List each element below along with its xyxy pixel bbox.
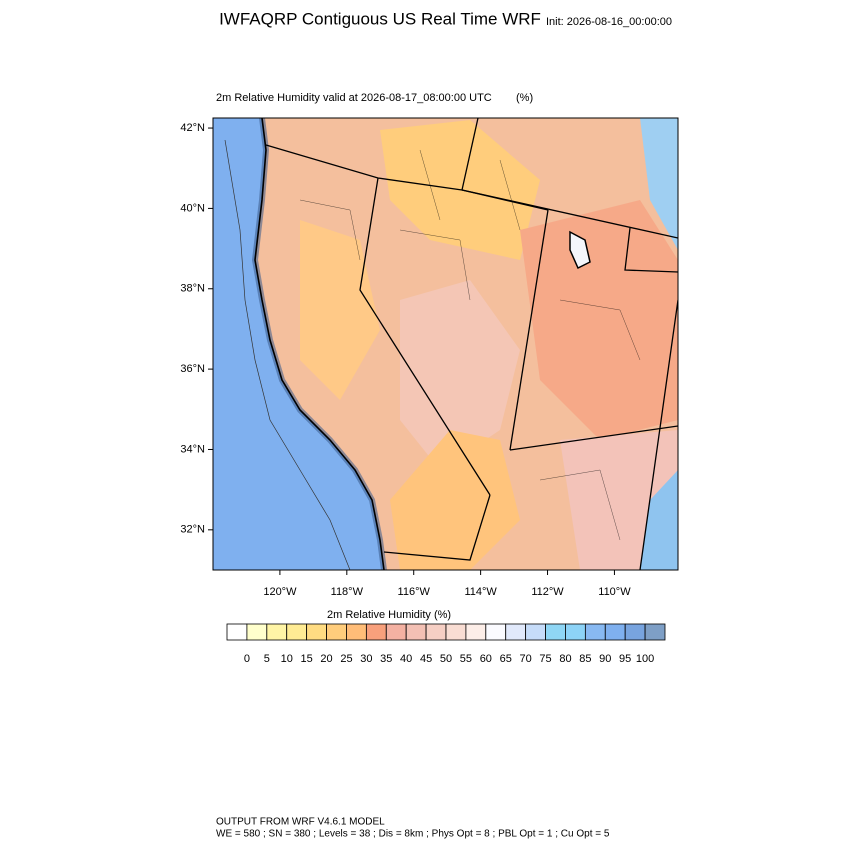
colorbar-label: 55	[460, 653, 472, 665]
great-salt-lake	[569, 230, 591, 270]
colorbar-label: 40	[400, 653, 412, 665]
colorbar-label: 85	[579, 653, 591, 665]
colorbar-box	[505, 623, 527, 641]
map-field	[213, 118, 678, 570]
colorbar: 0 5 10 15 20 25 30 35 40 45 50 55 60 65 70 75 80 85 90 95 10…	[226, 623, 666, 665]
lon-tick-label: 114°W	[464, 586, 497, 598]
subtitle: 2m Relative Humidity valid at 2026-08-17…	[216, 92, 492, 104]
colorbar-label: 0	[244, 653, 250, 665]
colorbar-box	[485, 623, 507, 641]
lat-tick-label: 38°N	[180, 283, 205, 295]
units: (%)	[516, 92, 533, 104]
colorbar-label: 80	[559, 653, 571, 665]
colorbar-box	[604, 623, 626, 641]
colorbar-label: 20	[320, 653, 332, 665]
colorbar-label: 60	[480, 653, 492, 665]
colorbar-box	[286, 623, 308, 641]
colorbar-label: 50	[440, 653, 452, 665]
colorbar-label: 10	[281, 653, 293, 665]
colorbar-label: 95	[619, 653, 631, 665]
dry-region	[390, 430, 520, 570]
colorbar-label: 5	[264, 653, 270, 665]
colorbar-box	[326, 623, 347, 641]
colorbar-label: 45	[420, 653, 432, 665]
coastline	[254, 118, 385, 570]
colorbar-box	[385, 623, 407, 641]
lon-tick-label: 116°W	[398, 586, 431, 598]
wet-region	[640, 118, 678, 250]
map-frame	[212, 117, 679, 571]
colorbar-box	[266, 623, 288, 641]
lon-tick-label: 120°W	[263, 586, 297, 598]
state-borders	[265, 118, 678, 570]
colorbar-label: 90	[599, 653, 611, 665]
colorbar-label: 100	[636, 653, 654, 665]
wet-region	[640, 470, 678, 570]
colorbar-box	[565, 623, 586, 641]
lat-tick-label: 34°N	[180, 443, 205, 455]
colorbar-label: 70	[520, 653, 532, 665]
colorbar-box	[465, 623, 487, 641]
footer-line: WE = 580 ; SN = 380 ; Levels = 38 ; Dis …	[216, 829, 610, 840]
colorbar-box	[365, 623, 387, 641]
contour	[224, 139, 351, 570]
colorbar-box	[525, 623, 546, 641]
colorbar-box	[445, 623, 467, 641]
colorbar-box	[545, 623, 566, 641]
moist-region	[400, 280, 520, 470]
colorbar-label: 65	[500, 653, 512, 665]
colorbar-box	[306, 623, 327, 641]
colorbar-label: 75	[539, 653, 551, 665]
title: IWFAQRP Contiguous US Real Time WRF	[219, 9, 541, 28]
init-time: Init: 2026-08-16_00:00:00	[546, 16, 672, 28]
colorbar-box	[346, 623, 367, 641]
colorbar-box	[226, 623, 248, 641]
colorbar-box	[624, 623, 646, 641]
colorbar-label: 30	[360, 653, 372, 665]
lat-tick-label: 40°N	[180, 202, 205, 214]
colorbar-box	[425, 623, 447, 641]
colorbar-box	[644, 623, 666, 641]
colorbar-title: 2m Relative Humidity (%)	[327, 609, 451, 621]
colorbar-label: 25	[340, 653, 352, 665]
colorbar-box	[584, 623, 606, 641]
dry-region	[520, 200, 678, 440]
footer-line: OUTPUT FROM WRF V4.6.1 MODEL	[216, 817, 385, 828]
colorbar-box	[246, 623, 268, 641]
colorbar-box	[405, 623, 427, 641]
colorbar-label: 15	[301, 653, 313, 665]
colorbar-label: 35	[380, 653, 392, 665]
lat-tick-label: 42°N	[180, 122, 205, 134]
county-borders	[299, 149, 641, 541]
lat-tick-label: 36°N	[180, 363, 205, 375]
dry-region	[300, 220, 380, 400]
lat-tick-label: 32°N	[180, 524, 205, 536]
lon-tick-label: 112°W	[531, 586, 564, 598]
lon-tick-label: 118°W	[331, 586, 364, 598]
lon-tick-label: 110°W	[598, 586, 631, 598]
